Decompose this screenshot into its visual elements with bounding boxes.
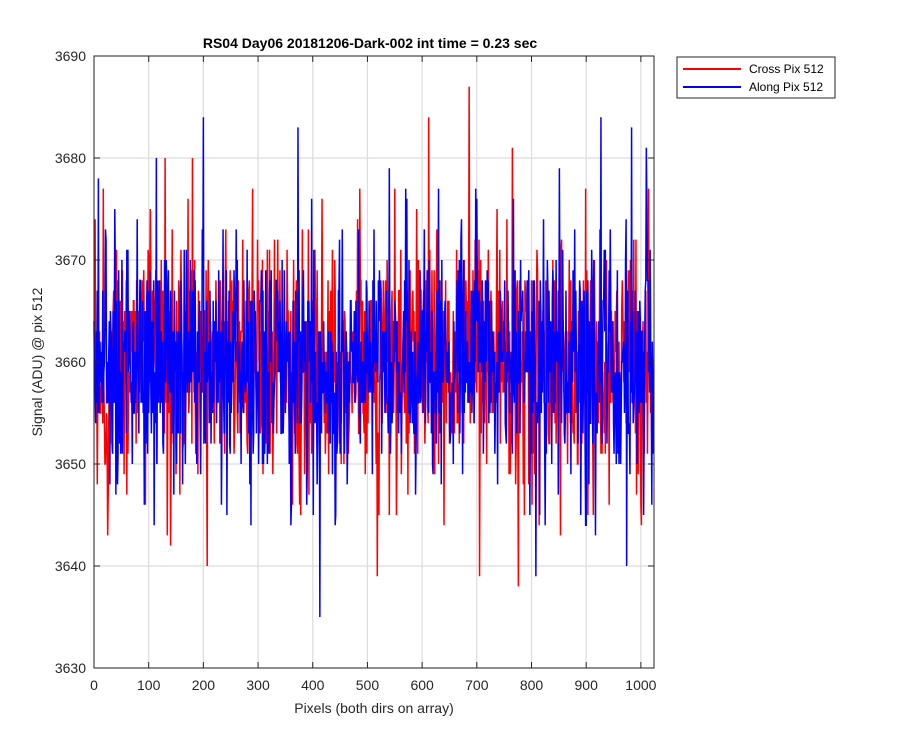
x-tick-label: 300 [246, 677, 270, 693]
x-tick-label: 100 [137, 677, 161, 693]
y-tick-label: 3660 [55, 354, 86, 370]
legend-box [676, 56, 836, 99]
y-tick-label: 3630 [55, 660, 86, 676]
chart-title: RS04 Day06 20181206-Dark-002 int time = … [203, 35, 537, 51]
y-tick-label: 3670 [55, 252, 86, 268]
x-tick-label: 800 [520, 677, 544, 693]
y-tick-label: 3640 [55, 558, 86, 574]
x-tick-label: 700 [465, 677, 489, 693]
y-tick-label: 3650 [55, 456, 86, 472]
x-tick-label: 500 [356, 677, 380, 693]
series-line-along-pix [93, 117, 655, 618]
series-layer [93, 86, 655, 618]
x-tick-label: 900 [575, 677, 599, 693]
y-tick-label: 3680 [55, 150, 86, 166]
x-tick-label: 400 [301, 677, 325, 693]
x-tick-label: 0 [90, 677, 98, 693]
x-tick-label: 600 [410, 677, 434, 693]
legend-label-cross-pix: Cross Pix 512 [749, 62, 824, 76]
y-axis-label: Signal (ADU) @ pix 512 [29, 287, 45, 436]
legend[interactable]: Cross Pix 512 Along Pix 512 [676, 56, 836, 99]
legend-label-along-pix: Along Pix 512 [749, 80, 823, 94]
x-axis-label: Pixels (both dirs on array) [294, 700, 454, 716]
axis-ticks: 0 100 200 300 400 500 600 700 800 900 1000 3630 3640… [55, 48, 657, 693]
y-tick-label: 3690 [55, 48, 86, 64]
x-tick-label: 200 [192, 677, 216, 693]
x-tick-label: 1000 [625, 677, 656, 693]
